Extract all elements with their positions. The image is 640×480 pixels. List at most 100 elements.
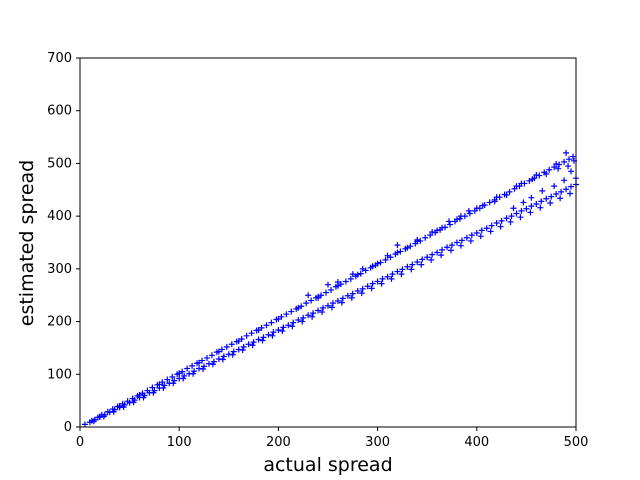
data-point [160, 384, 167, 391]
data-point [334, 279, 341, 286]
data-point [104, 408, 111, 415]
data-point [325, 281, 331, 288]
data-point [259, 337, 266, 344]
data-point [449, 242, 455, 249]
data-point [161, 382, 168, 389]
data-point [533, 201, 540, 208]
data-point [507, 218, 514, 225]
data-point [255, 336, 262, 343]
y-tick-label: 700 [47, 51, 72, 66]
data-point [397, 248, 404, 255]
data-point [150, 389, 157, 396]
data-point [493, 194, 500, 201]
data-point [518, 207, 525, 214]
data-point [265, 331, 272, 338]
data-point [280, 324, 287, 331]
data-point [364, 283, 371, 290]
data-point [319, 309, 326, 316]
y-tick-label: 0 [64, 420, 72, 435]
y-tick-label: 500 [47, 156, 72, 171]
x-axis-ticks: 0 100 200 300 400 500 [76, 427, 589, 450]
data-point [136, 391, 143, 398]
data-point [190, 370, 197, 377]
data-point [438, 252, 445, 259]
y-axis-title: estimated spread [16, 160, 38, 326]
data-point [130, 399, 137, 406]
data-point [96, 413, 103, 420]
x-tick-label: 100 [167, 435, 192, 450]
data-point [453, 216, 460, 223]
data-point [463, 234, 470, 241]
data-point [568, 168, 575, 175]
data-point [348, 294, 355, 301]
data-point [523, 205, 530, 212]
data-point [347, 275, 354, 282]
data-point [377, 259, 384, 266]
data-point [268, 319, 275, 326]
data-point [439, 224, 446, 231]
data-point [81, 421, 88, 428]
data-point [384, 273, 391, 280]
data-point [465, 207, 472, 214]
data-point [263, 322, 270, 329]
data-point [422, 234, 429, 241]
data-point [414, 236, 421, 243]
data-point [453, 239, 460, 246]
data-point [558, 188, 565, 195]
y-axis-ticks: 0 100 200 300 400 500 600 700 [47, 51, 80, 435]
data-point [358, 290, 365, 297]
data-point [295, 316, 302, 323]
data-point [448, 247, 455, 254]
data-point [566, 156, 573, 163]
data-point [170, 380, 177, 387]
data-point [466, 210, 473, 217]
data-point [508, 213, 515, 220]
data-point [116, 402, 123, 409]
data-point [180, 375, 187, 382]
data-point [305, 312, 312, 319]
data-point [394, 242, 401, 249]
data-point [517, 214, 524, 221]
data-point [208, 352, 215, 359]
y-tick-label: 100 [47, 367, 72, 382]
data-point [305, 292, 312, 299]
data-point [344, 292, 351, 299]
data-point [90, 418, 97, 425]
data-point [394, 249, 401, 256]
data-point [269, 332, 276, 339]
plot-frame [79, 57, 577, 428]
data-point [553, 160, 560, 167]
data-point [309, 313, 316, 320]
data-point [491, 198, 498, 205]
data-point [570, 153, 577, 160]
x-tick-label: 200 [266, 435, 291, 450]
data-point [191, 368, 198, 375]
data-point [388, 275, 395, 282]
data-point [563, 149, 570, 156]
data-point [245, 341, 252, 348]
data-point [553, 191, 560, 198]
data-point [308, 297, 315, 304]
data-point [551, 164, 558, 171]
data-point [184, 365, 191, 372]
data-point [235, 338, 242, 345]
data-point [446, 218, 453, 225]
data-point [357, 270, 364, 277]
data-point [479, 202, 486, 209]
data-point [498, 217, 505, 224]
data-point [325, 302, 331, 309]
data-point [506, 188, 513, 195]
data-point [557, 195, 564, 202]
x-tick-label: 500 [564, 435, 589, 450]
data-point [229, 351, 236, 358]
data-point [290, 319, 297, 326]
data-point [428, 256, 435, 263]
x-tick-label: 400 [464, 435, 489, 450]
data-point [275, 327, 282, 334]
data-point [338, 299, 345, 306]
data-point [547, 199, 554, 206]
data-point [215, 348, 222, 355]
data-point [434, 227, 441, 234]
data-point [561, 177, 568, 184]
data-point [164, 376, 171, 383]
